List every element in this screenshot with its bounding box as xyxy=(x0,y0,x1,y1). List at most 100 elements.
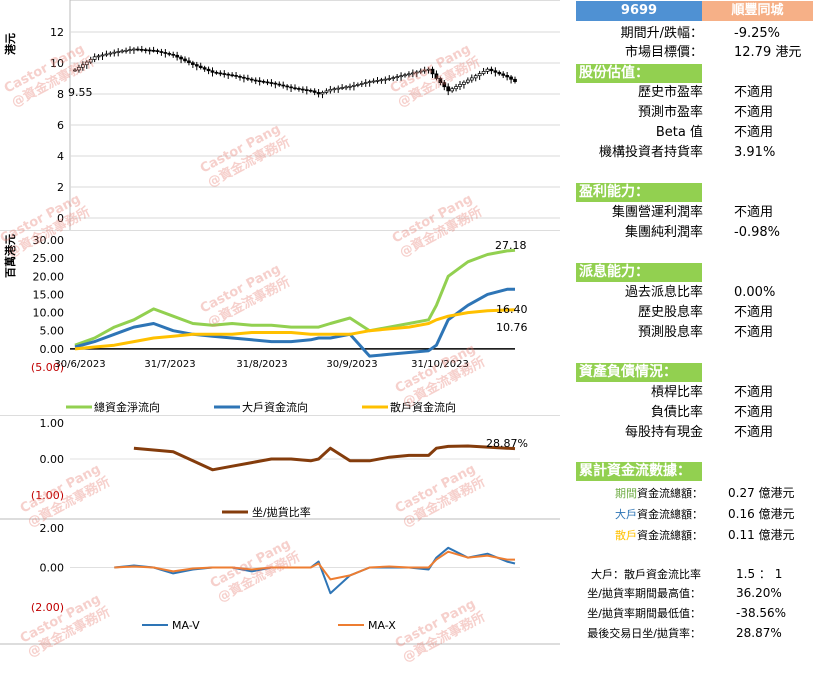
legend-total: 總資金淨流向 xyxy=(94,400,160,414)
target-value: 12.79 港元 xyxy=(734,45,802,60)
candle-body xyxy=(242,76,246,79)
candle-body xyxy=(218,72,223,75)
price-chart: 港元 12 10 8 6 4 2 0 9.55 xyxy=(3,0,560,230)
x-tick-label: 31/8/2023 xyxy=(236,359,287,370)
legend-ma-x: MA-X xyxy=(368,619,396,632)
y-tick-label: 0 xyxy=(57,212,64,225)
candle-body xyxy=(206,68,211,72)
profitability-header: 盈利能力： xyxy=(576,183,702,202)
candle-body xyxy=(289,86,293,89)
legend-big: 大戶資金流向 xyxy=(242,400,308,414)
candle-body xyxy=(481,71,486,74)
candle-body xyxy=(277,83,282,86)
y-tick-label: (1.00) xyxy=(31,489,64,502)
price-axis-label: 港元 xyxy=(3,33,17,55)
y-tick-label: (2.00) xyxy=(31,601,64,614)
candle-body xyxy=(202,67,207,70)
candle-body xyxy=(320,92,325,95)
candle-body xyxy=(379,79,384,82)
balance-row: 每股持有現金 不適用 xyxy=(624,425,774,440)
candle-body xyxy=(359,83,364,85)
candle-body xyxy=(265,81,270,84)
candle-body xyxy=(458,84,462,87)
candle-body xyxy=(120,50,124,53)
candle-body xyxy=(249,78,254,81)
y-tick-label: 0.00 xyxy=(40,453,65,466)
bottom-row: 大戶：散戶資金流比率 1.5 ： 1 xyxy=(591,567,783,581)
candle-body xyxy=(407,73,411,76)
candle-body xyxy=(124,49,128,52)
stock-code: 9699 xyxy=(576,1,702,21)
candle-body xyxy=(301,88,305,91)
candle-body xyxy=(92,56,97,60)
candle-body xyxy=(454,86,458,90)
candle-body xyxy=(450,88,454,92)
y-tick-label: 0.00 xyxy=(40,562,65,575)
candle-body xyxy=(214,71,219,74)
candle-body xyxy=(238,75,242,78)
candle-body xyxy=(324,90,329,93)
target-label: 市場目標價： xyxy=(624,45,703,60)
valuation-row: 預測市盈率 不適用 xyxy=(637,105,774,120)
valuation-row: 機構投資者持貨率 3.91% xyxy=(598,145,776,160)
start-price-label: 9.55 xyxy=(68,86,93,99)
valuation-header: 股份估值： xyxy=(576,64,702,83)
candle-body xyxy=(308,89,313,92)
candle-body xyxy=(293,87,297,90)
y-tick-label: 20.00 xyxy=(33,270,65,283)
candle-body xyxy=(132,48,136,51)
price-panel: 港元 12 10 8 6 4 2 0 9.55 xyxy=(0,0,560,230)
candle-body xyxy=(312,90,317,93)
candle-body xyxy=(171,53,176,56)
series-line-1 xyxy=(74,287,515,358)
candle-body xyxy=(426,68,431,71)
flows-header: 累計資金流數據： xyxy=(576,462,702,481)
series-line-0 xyxy=(133,444,516,472)
candle-body xyxy=(469,77,474,81)
candle-body xyxy=(477,73,482,77)
big-end-label: 16.40 xyxy=(496,303,528,316)
candle-body xyxy=(128,49,132,52)
candle-body xyxy=(159,51,164,53)
candle-body xyxy=(261,80,266,83)
candle-body xyxy=(383,78,388,81)
candle-body xyxy=(501,73,506,76)
candle-body xyxy=(112,51,117,54)
total-end-label: 27.18 xyxy=(495,239,527,252)
candle-body xyxy=(273,82,278,85)
candle-body xyxy=(387,78,392,80)
candle-body xyxy=(473,75,478,79)
candle-body xyxy=(198,65,203,68)
candle-body xyxy=(493,70,498,73)
candle-body xyxy=(257,80,262,83)
candle-body xyxy=(234,75,238,77)
ratio-chart: 1.00 0.00 (1.00) 28.87% 坐/拋貨比率 xyxy=(0,414,560,520)
candle-body xyxy=(462,81,466,85)
candle-body xyxy=(414,71,419,74)
candle-body xyxy=(332,88,337,91)
y-tick-label: 6 xyxy=(57,119,64,132)
x-tick-label: 30/9/2023 xyxy=(326,359,377,370)
candle-body xyxy=(509,76,513,80)
series-line-0 xyxy=(74,248,516,347)
legend-ma-v: MA-V xyxy=(172,619,200,632)
balance-row: 負債比率 不適用 xyxy=(650,405,774,420)
y-tick-label: 10 xyxy=(50,57,64,70)
candle-body xyxy=(411,72,415,75)
y-tick-label: 15.00 xyxy=(33,288,65,301)
y-tick-label: 1.00 xyxy=(40,417,65,430)
flow-axis-label: 百萬港元 xyxy=(3,234,17,278)
candle-body xyxy=(81,64,85,68)
candle-body xyxy=(304,89,309,92)
target-row: 市場目標價： 12.79 港元 xyxy=(560,43,821,62)
candle-body xyxy=(147,49,152,52)
candle-body xyxy=(367,81,372,83)
profitability-row: 集團營運利潤率 不適用 xyxy=(611,205,774,220)
candle-body xyxy=(489,68,494,72)
dividend-header: 派息能力： xyxy=(576,263,702,282)
summary-panel: 9699 順豐同城 期間升/跌幅： -9.25% 市場目標價： 12.79 港元… xyxy=(560,0,821,683)
candle-body xyxy=(442,82,447,88)
candle-body xyxy=(139,49,144,51)
series-line-2 xyxy=(74,308,516,351)
candle-body xyxy=(371,80,376,83)
